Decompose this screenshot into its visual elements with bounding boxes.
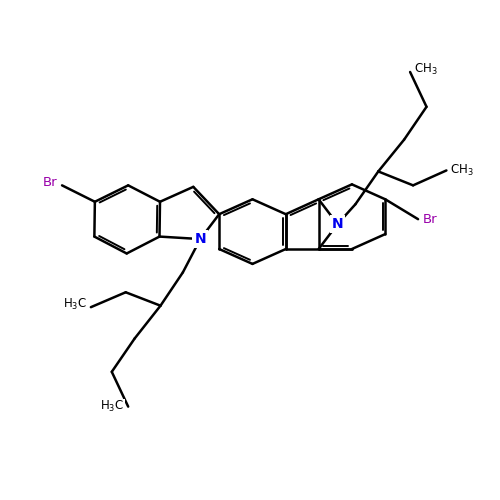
- Text: N: N: [332, 217, 344, 231]
- Text: CH$_3$: CH$_3$: [414, 62, 438, 77]
- Text: N: N: [194, 232, 206, 246]
- Text: Br: Br: [423, 212, 438, 226]
- Text: Br: Br: [42, 176, 57, 190]
- Text: CH$_3$: CH$_3$: [450, 163, 474, 178]
- Text: H$_3$C: H$_3$C: [100, 399, 124, 414]
- Text: H$_3$C: H$_3$C: [63, 297, 87, 312]
